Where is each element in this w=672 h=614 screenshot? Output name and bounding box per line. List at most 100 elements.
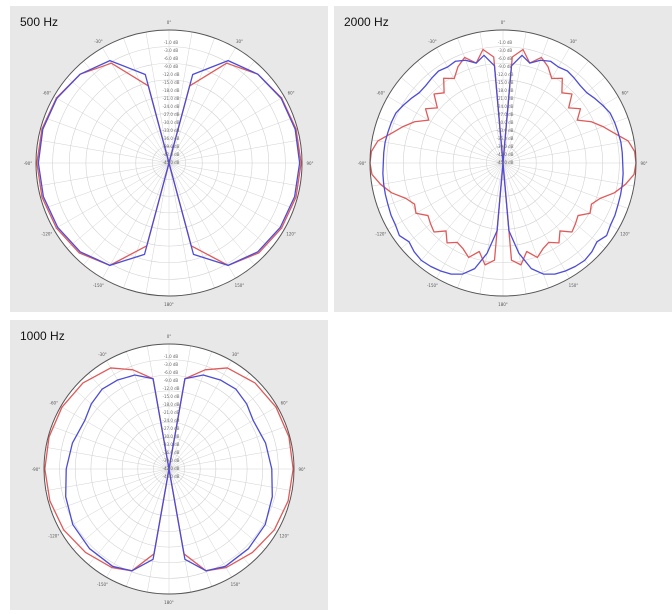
angle-tick-label: 180° [164,600,174,605]
grid-spoke [168,468,265,550]
angle-tick-label: 120° [620,232,630,237]
grid-spoke [168,96,285,164]
grid-spoke [502,162,570,279]
grid-spoke [502,162,619,230]
radial-tick-label: -6.0 dB [164,56,179,61]
angle-tick-label: -150° [427,283,438,288]
radial-tick-label: -33.0 dB [163,442,180,447]
grid-spoke [60,468,170,532]
chart-title-500hz: 500 Hz [20,15,59,29]
radial-tick-label: -21.0 dB [497,96,514,101]
grid-spoke [45,447,170,470]
grid-spoke [502,117,629,164]
radial-tick-label: -1.0 dB [498,40,513,45]
angle-tick-label: 120° [279,534,289,539]
angle-tick-label: -90° [358,161,367,166]
grid-spoke [66,162,170,249]
grid-spoke [126,351,170,470]
grid-spoke [168,406,278,470]
grid-spoke [88,468,170,565]
angle-tick-label: 0° [167,334,172,339]
grid-spoke [168,77,272,164]
grid-spoke [387,162,504,230]
angle-tick-label: 0° [501,20,506,25]
chart-title-1000hz: 1000 Hz [20,329,65,343]
grid-spoke [83,60,170,164]
radial-tick-label: -24.0 dB [163,104,180,109]
radial-tick-label: -12.0 dB [497,72,514,77]
radial-tick-label: -6.0 dB [164,370,179,375]
angle-tick-label: 30° [236,39,243,44]
angle-tick-label: -60° [377,91,386,96]
grid-spoke [53,162,170,230]
grid-spoke [60,406,170,470]
grid-spoke [502,162,549,289]
angle-tick-label: 90° [640,161,647,166]
radial-tick-label: -36.0 dB [497,136,514,141]
radial-tick-label: -27.0 dB [497,112,514,117]
radial-tick-label: -18.0 dB [497,88,514,93]
angle-tick-label: 30° [232,352,239,357]
grid-spoke [168,388,265,470]
grid-spoke [168,351,212,470]
angle-tick-label: -150° [93,283,104,288]
grid-spoke [479,162,504,295]
angle-tick-label: -30° [98,352,107,357]
radial-tick-label: -9.0 dB [164,64,179,69]
radial-tick-label: -42.0 dB [497,152,514,157]
grid-spoke [502,162,635,187]
radial-tick-label: -33.0 dB [497,128,514,133]
radial-tick-label: -45.0 dB [163,160,180,165]
angle-tick-label: 90° [306,161,313,166]
grid-spoke [168,162,295,209]
grid-spoke [73,388,170,470]
polar-panel-1000hz: -1.0 dB -3.0 dB -6.0 dB -9.0 dB -12.0 dB -15.… [10,320,328,610]
radial-tick-label: -45.0 dB [497,160,514,165]
grid-spoke [371,162,504,187]
radial-tick-label: -9.0 dB [164,378,179,383]
angle-tick-label: -120° [41,232,52,237]
grid-spoke [83,162,170,266]
radial-tick-label: -24.0 dB [163,418,180,423]
angle-tick-label: 120° [286,232,296,237]
grid-spoke [168,162,255,266]
grid-spoke [102,162,170,279]
radial-tick-label: -39.0 dB [163,144,180,149]
grid-spoke [37,162,170,187]
grid-spoke [457,37,504,164]
grid-spoke [417,162,504,266]
grid-spoke [168,117,295,164]
radial-tick-label: -39.0 dB [163,458,180,463]
angle-tick-label: 180° [164,302,174,307]
angle-tick-label: -120° [48,534,59,539]
grid-spoke [37,139,170,164]
grid-spoke [168,468,250,565]
radial-tick-label: -18.0 dB [163,402,180,407]
radial-tick-label: -30.0 dB [163,434,180,439]
radial-tick-label: -45.0 dB [163,474,180,479]
radial-tick-label: -12.0 dB [163,386,180,391]
radial-tick-label: -27.0 dB [163,112,180,117]
grid-spoke [387,96,504,164]
radial-tick-label: -21.0 dB [163,410,180,415]
radial-tick-label: -15.0 dB [163,80,180,85]
radial-tick-label: -42.0 dB [163,466,180,471]
series-line-blue [65,374,273,572]
angle-tick-label: 60° [622,91,629,96]
angle-tick-label: -60° [43,91,52,96]
grid-spoke [479,31,504,164]
radial-tick-label: -21.0 dB [163,96,180,101]
grid-spoke [502,77,606,164]
series-line-blue [382,54,624,275]
grid-spoke [126,468,170,587]
grid-spoke [66,77,170,164]
angle-tick-label: 60° [288,91,295,96]
radial-tick-label: -15.0 dB [497,80,514,85]
grid-spoke [102,47,170,164]
grid-spoke [51,468,170,512]
radial-tick-label: -1.0 dB [164,40,179,45]
polar-panel-500hz: -1.0 dB -3.0 dB -6.0 dB -9.0 dB -12.0 dB -15.… [10,6,328,312]
angle-tick-label: -30° [94,39,103,44]
grid-spoke [502,139,635,164]
polar-panel-2000hz: -1.0 dB -3.0 dB -6.0 dB -9.0 dB -12.0 dB -15.… [334,6,672,312]
